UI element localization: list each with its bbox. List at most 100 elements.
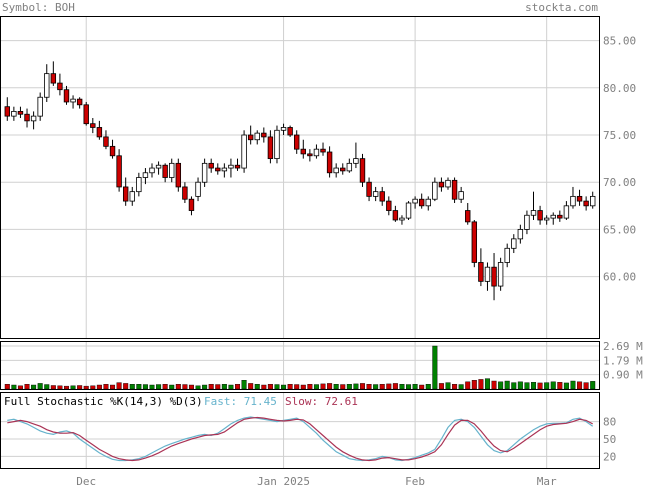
candle-body (307, 153, 313, 157)
volume-bar (471, 380, 477, 390)
candle-body (195, 181, 201, 197)
volume-bar (169, 384, 175, 390)
candle-body (372, 191, 379, 197)
candle-body (590, 195, 596, 207)
volume-bar (44, 384, 50, 390)
stochastic-slow-line (7, 416, 593, 462)
volume-bar (77, 385, 83, 390)
volume-bar (195, 385, 201, 390)
price-tick-label: 65.00 (603, 223, 636, 236)
candle-body (333, 167, 339, 174)
candle-body (274, 129, 280, 160)
volume-bar (557, 382, 563, 390)
volume-bar (327, 383, 333, 390)
candle-body (234, 164, 241, 169)
candle-body (570, 195, 576, 207)
candle-body (261, 132, 267, 138)
volume-tick-label: 0.90 M (603, 369, 643, 382)
volume-bar (90, 385, 96, 390)
volume-bar (103, 384, 109, 390)
price-tick-label: 85.00 (603, 35, 636, 48)
site-label: stockta.com (525, 1, 598, 14)
candle-body (280, 127, 287, 131)
stochastic-series (7, 416, 594, 462)
candle-body (122, 186, 129, 202)
candle-body (228, 164, 234, 169)
volume-bar (373, 384, 379, 390)
price-tick-label: 60.00 (603, 271, 636, 284)
candle-body (524, 214, 530, 230)
candle-body (136, 177, 142, 193)
candle-body (24, 113, 30, 122)
candle-body (478, 262, 484, 282)
candle-body (103, 136, 109, 147)
volume-bar (577, 381, 583, 390)
volume-bar (359, 383, 365, 390)
volume-bar (235, 384, 241, 390)
volume-bar (241, 380, 247, 390)
volume-bar (517, 381, 523, 390)
symbol-label: Symbol: BOH (2, 1, 75, 14)
volume-bar (484, 378, 490, 390)
candle-body (241, 134, 247, 169)
candle-body (96, 127, 103, 138)
candle-body (471, 221, 478, 263)
volume-bar (366, 384, 372, 390)
volume-bar (142, 384, 148, 390)
volume-bar (320, 383, 326, 390)
volume-bar (346, 384, 352, 390)
candle-body (11, 111, 17, 117)
stochastic-tick-label: 80 (603, 416, 616, 429)
volume-bar (188, 384, 194, 390)
candle-body (386, 200, 392, 211)
volume-bar (70, 385, 76, 390)
price-tick-label: 70.00 (603, 176, 636, 189)
candle-body (116, 155, 122, 188)
candle-body (425, 198, 431, 207)
volume-bar (406, 384, 412, 390)
volume-bar (425, 384, 431, 390)
volume-bar (208, 384, 214, 390)
volume-bar (261, 384, 267, 390)
volume-bar (175, 384, 181, 390)
candlestick-series (4, 61, 596, 301)
candle-body (458, 191, 464, 200)
volume-bar (281, 384, 287, 390)
volume-bar (228, 384, 234, 390)
candle-body (70, 98, 76, 103)
stochastic-tick-label: 20 (603, 450, 616, 463)
volume-tick-label: 1.79 M (603, 354, 643, 367)
candle-body (412, 198, 418, 204)
volume-bar (11, 384, 17, 390)
volume-bar (583, 382, 589, 390)
candle-body (543, 217, 550, 221)
volume-bar (458, 384, 464, 390)
volume-bar (202, 384, 208, 390)
candle-body (182, 186, 188, 200)
month-tick-label: Mar (537, 475, 557, 486)
candle-body (44, 73, 50, 98)
candle-body (340, 167, 346, 172)
month-tick-label: Dec (76, 475, 96, 486)
volume-bar (432, 345, 438, 390)
candle-body (294, 134, 300, 150)
candle-body (155, 164, 162, 169)
candle-body (149, 167, 155, 174)
volume-bar (563, 382, 569, 390)
candle-body (142, 172, 149, 178)
volume-bar (136, 384, 142, 390)
volume-bar (24, 384, 30, 390)
candle-body (438, 181, 445, 188)
volume-bar (129, 384, 135, 390)
volume-bar (63, 385, 69, 390)
candle-body (557, 214, 563, 219)
candle-body (550, 214, 556, 219)
candle-body (537, 210, 543, 221)
volume-bar (465, 381, 471, 390)
volume-bar (116, 382, 122, 390)
volume-bar (340, 384, 346, 390)
volume-bar (386, 383, 392, 390)
candle-body (129, 191, 135, 202)
candle-body (451, 179, 458, 200)
